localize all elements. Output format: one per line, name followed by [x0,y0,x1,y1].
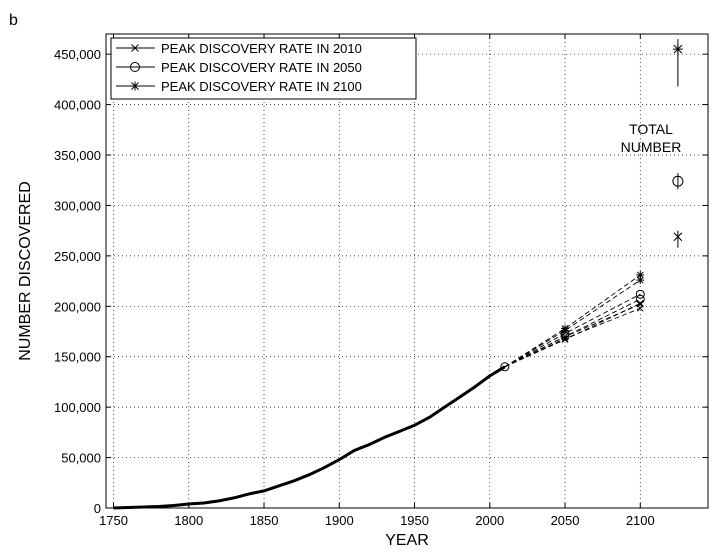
grid [106,34,708,508]
ticks: 1750 1800 1850 1900 1950 2000 2050 2100 0 50,000 1… [54,34,708,528]
x-tick-label: 2100 [626,513,655,528]
y-tick-label: 350,000 [54,148,101,163]
x-tick-label: 2050 [551,513,580,528]
projection-line [504,298,641,368]
historical-line [113,365,506,510]
total-number-annotation: TOTAL NUMBER [621,121,682,155]
y-axis-title: NUMBER DISCOVERED [17,181,34,361]
legend-entry: PEAK DISCOVERY RATE IN 2050 [116,60,362,75]
annotation-line-1: TOTAL [629,121,673,137]
legend: PEAK DISCOVERY RATE IN 2010 PEAK DISCOVER… [110,37,417,100]
projection-marker [561,324,570,333]
projection-marker [636,300,644,308]
y-tick-label: 200,000 [54,299,101,314]
total-marker [672,44,683,55]
y-tick-label: 50,000 [61,451,101,466]
x-tick-label: 1750 [99,513,128,528]
x-tick-label: 1800 [174,513,203,528]
total-estimate [672,173,684,190]
y-tick-label: 300,000 [54,198,101,213]
projection-marker [635,289,645,299]
y-tick-label: 400,000 [54,98,101,113]
panel-label: b [9,12,18,29]
plot-frame [105,33,709,509]
legend-box [110,37,417,100]
projection-marker [636,299,644,307]
legend-entry: PEAK DISCOVERY RATE IN 2100 [116,79,362,94]
x-tick-label: 1900 [325,513,354,528]
projection-line [504,293,641,368]
projection-marker [636,271,645,280]
x-tick-label: 2000 [475,513,504,528]
total-marker [672,175,684,187]
y-tick-label: 100,000 [54,400,101,415]
projection-line [504,274,641,368]
x-tick-label: 1950 [400,513,429,528]
legend-label: PEAK DISCOVERY RATE IN 2050 [161,60,362,75]
legend-entry: PEAK DISCOVERY RATE IN 2010 [116,41,362,56]
annotation-line-2: NUMBER [621,139,682,155]
projection-marker [561,336,569,343]
historical-endpoint-marker [500,362,510,372]
y-tick-label: 250,000 [54,249,101,264]
legend-label: PEAK DISCOVERY RATE IN 2010 [161,41,362,56]
total-estimate [673,230,683,248]
projection-line [504,302,641,368]
x-tick-label: 1850 [250,513,279,528]
projection-line [504,279,641,368]
series-group [113,39,684,510]
x-axis-title: YEAR [385,532,429,549]
legend-marker [131,44,139,52]
total-marker [673,232,683,242]
y-tick-label: 450,000 [54,47,101,62]
legend-label: PEAK DISCOVERY RATE IN 2100 [161,79,362,94]
y-tick-label: 150,000 [54,350,101,365]
projection-line [504,307,641,368]
y-tick-label: 0 [94,501,101,516]
total-estimate [672,39,683,87]
projection-marker [636,276,645,285]
legend-marker [130,62,140,72]
legend-marker [130,81,140,91]
